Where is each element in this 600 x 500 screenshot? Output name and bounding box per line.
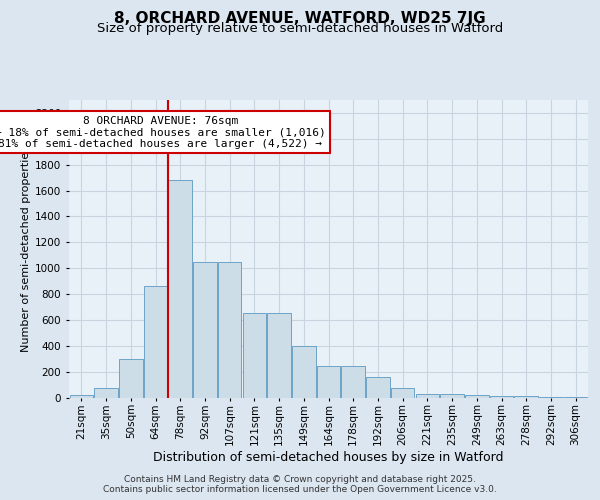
Bar — [70, 395, 93, 398]
Bar — [564, 397, 587, 398]
Bar — [440, 394, 464, 398]
Y-axis label: Number of semi-detached properties: Number of semi-detached properties — [21, 146, 31, 352]
Text: Contains public sector information licensed under the Open Government Licence v3: Contains public sector information licen… — [103, 485, 497, 494]
X-axis label: Distribution of semi-detached houses by size in Watford: Distribution of semi-detached houses by … — [153, 450, 504, 464]
Bar — [391, 388, 415, 398]
Bar — [144, 286, 167, 398]
Bar — [465, 395, 488, 398]
Bar — [490, 396, 513, 398]
Bar — [242, 314, 266, 398]
Bar — [539, 397, 563, 398]
Bar — [268, 314, 291, 398]
Bar — [218, 262, 241, 398]
Text: 8 ORCHARD AVENUE: 76sqm
← 18% of semi-detached houses are smaller (1,016)
81% of: 8 ORCHARD AVENUE: 76sqm ← 18% of semi-de… — [0, 116, 326, 148]
Bar — [119, 358, 143, 398]
Bar — [366, 378, 389, 398]
Bar — [94, 388, 118, 398]
Text: 8, ORCHARD AVENUE, WATFORD, WD25 7JG: 8, ORCHARD AVENUE, WATFORD, WD25 7JG — [114, 11, 486, 26]
Bar — [514, 396, 538, 398]
Text: Contains HM Land Registry data © Crown copyright and database right 2025.: Contains HM Land Registry data © Crown c… — [124, 475, 476, 484]
Bar — [193, 262, 217, 398]
Bar — [416, 394, 439, 398]
Bar — [292, 346, 316, 398]
Bar — [169, 180, 192, 398]
Text: Size of property relative to semi-detached houses in Watford: Size of property relative to semi-detach… — [97, 22, 503, 35]
Bar — [317, 366, 340, 398]
Bar — [341, 366, 365, 398]
